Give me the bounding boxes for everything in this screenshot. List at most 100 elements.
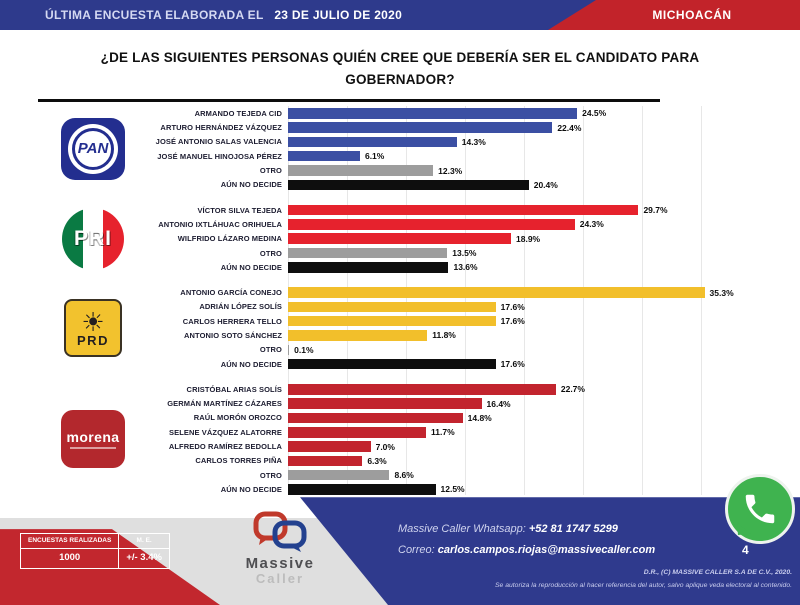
bar-row: OTRO 13.5% bbox=[148, 246, 762, 260]
bar-value-label: 20.4% bbox=[533, 179, 558, 190]
bar-label: JOSÉ MANUEL HINOJOSA PÉREZ bbox=[157, 151, 282, 161]
bar-value-label: 0.1% bbox=[294, 344, 314, 355]
bar-label: JOSÉ ANTONIO SALAS VALENCIA bbox=[155, 137, 282, 147]
bar bbox=[288, 301, 496, 313]
bar bbox=[288, 287, 705, 298]
phone-icon bbox=[745, 494, 775, 524]
pan-ring: PAN bbox=[68, 124, 118, 175]
bar-value-label: 12.3% bbox=[438, 165, 463, 176]
bar-row: WILFRIDO LÁZARO MEDINA 18.9% bbox=[148, 232, 762, 246]
bar-track: 16.4% bbox=[288, 398, 762, 409]
bar bbox=[288, 108, 578, 119]
party-rows: VÍCTOR SILVA TEJEDA 29.7% ANTONIO IXTLÁHUA… bbox=[148, 203, 762, 274]
bar-value-label: 6.1% bbox=[364, 151, 385, 162]
party-logo-cell: PAN bbox=[38, 106, 148, 192]
bar-label: SELENE VÁZQUEZ ALATORRE bbox=[168, 427, 282, 437]
bar-label: CRISTÓBAL ARIAS SOLÍS bbox=[186, 384, 282, 394]
bar bbox=[288, 344, 290, 356]
page-title-line1: ¿DE LAS SIGUIENTES PERSONAS QUIÉN CREE Q… bbox=[100, 50, 700, 65]
bar-track: 17.6% bbox=[288, 315, 762, 327]
bar bbox=[288, 165, 434, 176]
bar bbox=[288, 150, 360, 162]
bar bbox=[288, 441, 371, 452]
bar-row: ALFREDO RAMÍREZ BEDOLLA 7.0% bbox=[148, 439, 762, 453]
party-group-pan: PAN ARMANDO TEJEDA CID 24.5% ARTURO HERNÁND… bbox=[38, 106, 762, 192]
bar-track: 7.0% bbox=[288, 441, 762, 452]
bar-value-label: 7.0% bbox=[375, 441, 395, 452]
whatsapp-icon bbox=[725, 474, 795, 544]
bar-value-label: 14.8% bbox=[467, 412, 492, 423]
bar bbox=[288, 398, 482, 409]
bar-label: AÚN NO DECIDE bbox=[220, 180, 282, 190]
bar-value-label: 29.7% bbox=[643, 205, 668, 216]
whatsapp-label: Massive Caller Whatsapp: bbox=[398, 523, 526, 535]
bar-track: 6.3% bbox=[288, 455, 762, 467]
chat-bubbles-icon bbox=[253, 511, 307, 552]
party-logo-cell: morena bbox=[38, 382, 148, 496]
bar bbox=[288, 122, 553, 133]
bar-value-label: 11.8% bbox=[432, 330, 456, 341]
sample-size-table: ENCUESTAS REALIZADAS M. E. 1000 +/- 3.4% bbox=[19, 532, 170, 569]
bar-label: GERMÁN MARTÍNEZ CÁZARES bbox=[167, 399, 282, 409]
bar-label: ALFREDO RAMÍREZ BEDOLLA bbox=[168, 442, 282, 452]
contact-block: Massive Caller Whatsapp: +52 81 1747 529… bbox=[398, 519, 655, 561]
brand-name-bottom: Caller bbox=[255, 571, 305, 586]
footer-blue-band bbox=[300, 497, 800, 605]
title-divider bbox=[38, 99, 660, 103]
bar-track: 11.7% bbox=[288, 427, 762, 438]
header-region: MICHOACÁN bbox=[652, 8, 732, 22]
header-blue-band bbox=[0, 0, 596, 30]
bar bbox=[288, 262, 449, 273]
bar-label: ADRIÁN LÓPEZ SOLÍS bbox=[199, 302, 282, 312]
party-logo-pri: PRI bbox=[62, 207, 124, 270]
prd-logo-text: PRD bbox=[77, 332, 109, 348]
pri-white-stripe bbox=[83, 207, 103, 270]
party-group-prd: ☀ PRD ANTONIO GARCÍA CONEJO 35.3% ADRIÁN LÓP… bbox=[38, 285, 762, 371]
bar bbox=[288, 315, 496, 327]
bar bbox=[288, 484, 436, 495]
bar-value-label: 8.6% bbox=[394, 470, 414, 481]
bar-row: ANTONIO IXTLÁHUAC ORIHUELA 24.3% bbox=[148, 217, 762, 231]
massive-caller-logo: Massive Caller bbox=[222, 511, 338, 585]
pri-red-stripe bbox=[102, 207, 124, 270]
bar bbox=[288, 179, 529, 191]
bar-row: ANTONIO SOTO SÁNCHEZ 11.8% bbox=[148, 328, 762, 342]
bar-row: ADRIÁN LÓPEZ SOLÍS 17.6% bbox=[148, 300, 762, 314]
page-title-line2: GOBERNADOR? bbox=[345, 71, 455, 87]
bar-value-label: 13.6% bbox=[453, 262, 478, 273]
party-logo-cell: ☀ PRD bbox=[38, 285, 148, 371]
party-group-morena: morena CRISTÓBAL ARIAS SOLÍS 22.7% GERMÁN M… bbox=[38, 382, 762, 496]
bar bbox=[288, 455, 363, 467]
whatsapp-number: +52 81 1747 5299 bbox=[528, 523, 618, 535]
bar-row: ARTURO HERNÁNDEZ VÁZQUEZ 22.4% bbox=[148, 120, 762, 134]
bar-row: SELENE VÁZQUEZ ALATORRE 11.7% bbox=[148, 425, 762, 439]
bar-track: 14.3% bbox=[288, 136, 762, 148]
bar-row: CARLOS TORRES PIÑA 6.3% bbox=[148, 454, 762, 468]
bar-row: GERMÁN MARTÍNEZ CÁZARES 16.4% bbox=[148, 397, 762, 411]
bar bbox=[288, 384, 556, 395]
bar-track: 0.1% bbox=[288, 344, 762, 356]
party-rows: CRISTÓBAL ARIAS SOLÍS 22.7% GERMÁN MARTÍNE… bbox=[148, 382, 762, 496]
bar-track: 8.6% bbox=[288, 469, 762, 481]
disclaimer-text: Se autoriza la reproducción al hacer ref… bbox=[495, 581, 792, 589]
party-rows: ARMANDO TEJEDA CID 24.5% ARTURO HERNÁNDEZ … bbox=[148, 106, 762, 192]
bar-row: JOSÉ ANTONIO SALAS VALENCIA 14.3% bbox=[148, 135, 762, 149]
bar-label: ANTONIO IXTLÁHUAC ORIHUELA bbox=[158, 219, 282, 229]
bar-value-label: 22.4% bbox=[557, 122, 582, 133]
bar-track: 35.3% bbox=[288, 287, 762, 298]
page-number: 4 bbox=[742, 543, 749, 557]
bar-label: OTRO bbox=[259, 345, 282, 355]
footer: ENCUESTAS REALIZADAS M. E. 1000 +/- 3.4%… bbox=[0, 474, 800, 605]
party-logo-morena: morena bbox=[61, 410, 125, 469]
pan-logo-text: PAN bbox=[72, 128, 114, 171]
copyright-text: D.R., (C) MASSIVE CALLER S.A DE C.V., 20… bbox=[643, 569, 792, 576]
sun-icon: ☀ bbox=[81, 306, 105, 337]
bar-label: VÍCTOR SILVA TEJEDA bbox=[197, 205, 282, 215]
bar-value-label: 17.6% bbox=[500, 301, 525, 312]
bar-row: AÚN NO DECIDE 20.4% bbox=[148, 178, 762, 192]
party-rows: ANTONIO GARCÍA CONEJO 35.3% ADRIÁN LÓPEZ S… bbox=[148, 285, 762, 371]
fine-print: D.R., (C) MASSIVE CALLER S.A DE C.V., 20… bbox=[495, 567, 792, 593]
margin-error-value-cell: +/- 3.4% bbox=[118, 548, 170, 569]
bar-track: 17.6% bbox=[288, 301, 762, 313]
